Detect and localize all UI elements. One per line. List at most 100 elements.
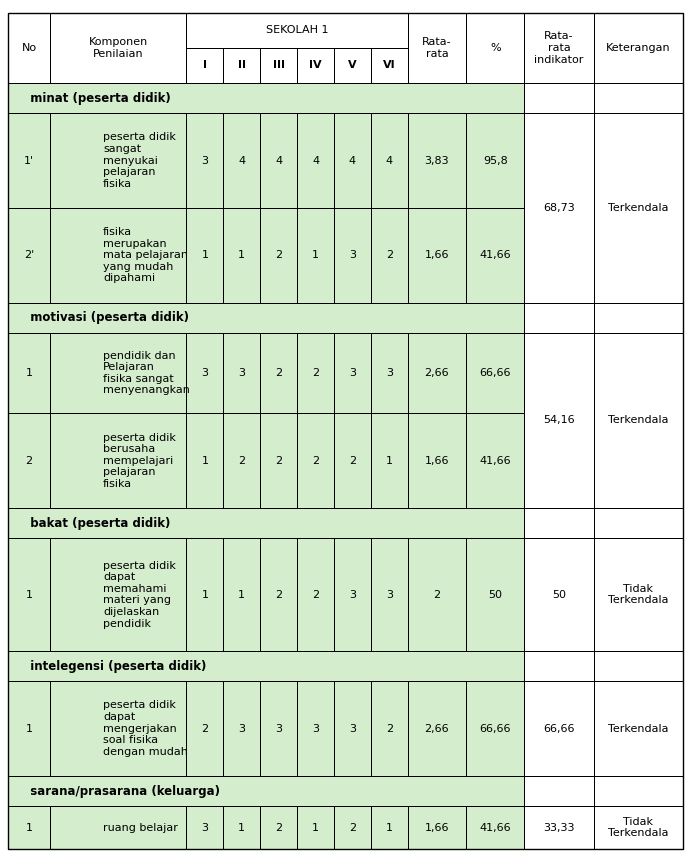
Bar xyxy=(594,333,683,508)
Text: 4: 4 xyxy=(275,156,282,165)
Bar xyxy=(334,538,371,651)
Text: 3,83: 3,83 xyxy=(424,156,449,165)
Text: pendidik dan
Pelajaran
fisika sangat
menyenangkan: pendidik dan Pelajaran fisika sangat men… xyxy=(103,351,190,395)
Bar xyxy=(50,806,187,849)
Bar xyxy=(466,333,524,413)
Bar xyxy=(334,333,371,413)
Text: 1: 1 xyxy=(238,823,245,833)
Bar xyxy=(371,113,408,208)
Text: 2: 2 xyxy=(275,823,282,833)
Text: V: V xyxy=(348,61,357,70)
Text: 3: 3 xyxy=(202,823,209,833)
Bar xyxy=(594,681,683,776)
Text: 66,66: 66,66 xyxy=(480,368,511,378)
Bar xyxy=(8,13,683,83)
Text: 2: 2 xyxy=(201,723,209,734)
Text: 2: 2 xyxy=(312,455,319,466)
Bar xyxy=(371,681,408,776)
Bar xyxy=(594,806,683,849)
Bar xyxy=(187,681,223,776)
Bar xyxy=(334,806,371,849)
Text: 2: 2 xyxy=(275,455,282,466)
Bar xyxy=(187,113,223,208)
Text: 2,66: 2,66 xyxy=(424,368,449,378)
Text: 1,66: 1,66 xyxy=(425,455,449,466)
Bar xyxy=(524,651,594,681)
Text: 2: 2 xyxy=(238,455,245,466)
Bar xyxy=(466,208,524,302)
Bar xyxy=(524,508,683,538)
Bar xyxy=(524,333,683,413)
Text: 54,16: 54,16 xyxy=(543,415,575,425)
Bar xyxy=(408,413,466,508)
Bar xyxy=(408,806,466,849)
Bar xyxy=(408,13,466,83)
Text: 66,66: 66,66 xyxy=(543,723,575,734)
Bar xyxy=(524,113,683,208)
Text: 1: 1 xyxy=(26,723,32,734)
Bar xyxy=(8,302,524,333)
Text: 68,73: 68,73 xyxy=(543,203,575,213)
Bar xyxy=(466,806,524,849)
Text: 2: 2 xyxy=(433,590,440,600)
Text: 3: 3 xyxy=(202,368,209,378)
Bar xyxy=(50,413,187,508)
Bar xyxy=(8,333,524,413)
Bar xyxy=(594,538,683,651)
Text: 1,66: 1,66 xyxy=(425,823,449,833)
Bar xyxy=(524,508,594,538)
Text: 95,8: 95,8 xyxy=(483,156,508,165)
Bar xyxy=(50,208,187,302)
Bar xyxy=(8,651,524,681)
Text: motivasi (peserta didik): motivasi (peserta didik) xyxy=(22,311,189,324)
Text: 41,66: 41,66 xyxy=(480,250,511,260)
Text: III: III xyxy=(273,61,285,70)
Text: 2: 2 xyxy=(386,250,393,260)
Bar xyxy=(524,413,683,508)
Bar xyxy=(261,806,297,849)
Bar xyxy=(8,508,524,538)
Text: 2: 2 xyxy=(312,368,319,378)
Text: 3: 3 xyxy=(386,368,392,378)
Bar xyxy=(334,681,371,776)
Bar xyxy=(408,333,466,413)
Text: 3: 3 xyxy=(349,590,356,600)
Bar xyxy=(223,681,261,776)
Bar xyxy=(223,113,261,208)
Text: 4: 4 xyxy=(238,156,245,165)
Bar xyxy=(466,13,524,83)
Bar xyxy=(408,208,466,302)
Bar xyxy=(8,302,524,333)
Bar xyxy=(50,538,187,651)
Bar xyxy=(524,83,594,113)
Bar xyxy=(187,208,223,302)
Text: Tidak
Terkendala: Tidak Terkendala xyxy=(608,584,668,605)
Text: intelegensi (peserta didik): intelegensi (peserta didik) xyxy=(22,660,207,673)
Text: Rata-
rata
indikator: Rata- rata indikator xyxy=(534,32,584,64)
Bar xyxy=(8,776,524,806)
Text: 2: 2 xyxy=(386,723,393,734)
Text: 2': 2' xyxy=(24,250,34,260)
Text: 1: 1 xyxy=(202,250,209,260)
Bar xyxy=(8,806,50,849)
Bar xyxy=(50,113,187,208)
Text: 3: 3 xyxy=(312,723,319,734)
Bar xyxy=(371,333,408,413)
Text: 66,66: 66,66 xyxy=(480,723,511,734)
Bar xyxy=(408,538,466,651)
Bar xyxy=(8,113,524,208)
Bar xyxy=(261,538,297,651)
Bar xyxy=(50,13,187,83)
Text: ruang belajar: ruang belajar xyxy=(103,823,178,833)
Text: 1: 1 xyxy=(26,590,32,600)
Bar xyxy=(524,806,594,849)
Bar xyxy=(594,651,683,681)
Bar xyxy=(594,13,683,83)
Bar xyxy=(297,538,334,651)
Text: Keterangan: Keterangan xyxy=(606,43,670,53)
Bar xyxy=(297,333,334,413)
Text: 4: 4 xyxy=(312,156,319,165)
Bar xyxy=(408,113,466,208)
Bar xyxy=(594,83,683,113)
Bar xyxy=(524,776,594,806)
